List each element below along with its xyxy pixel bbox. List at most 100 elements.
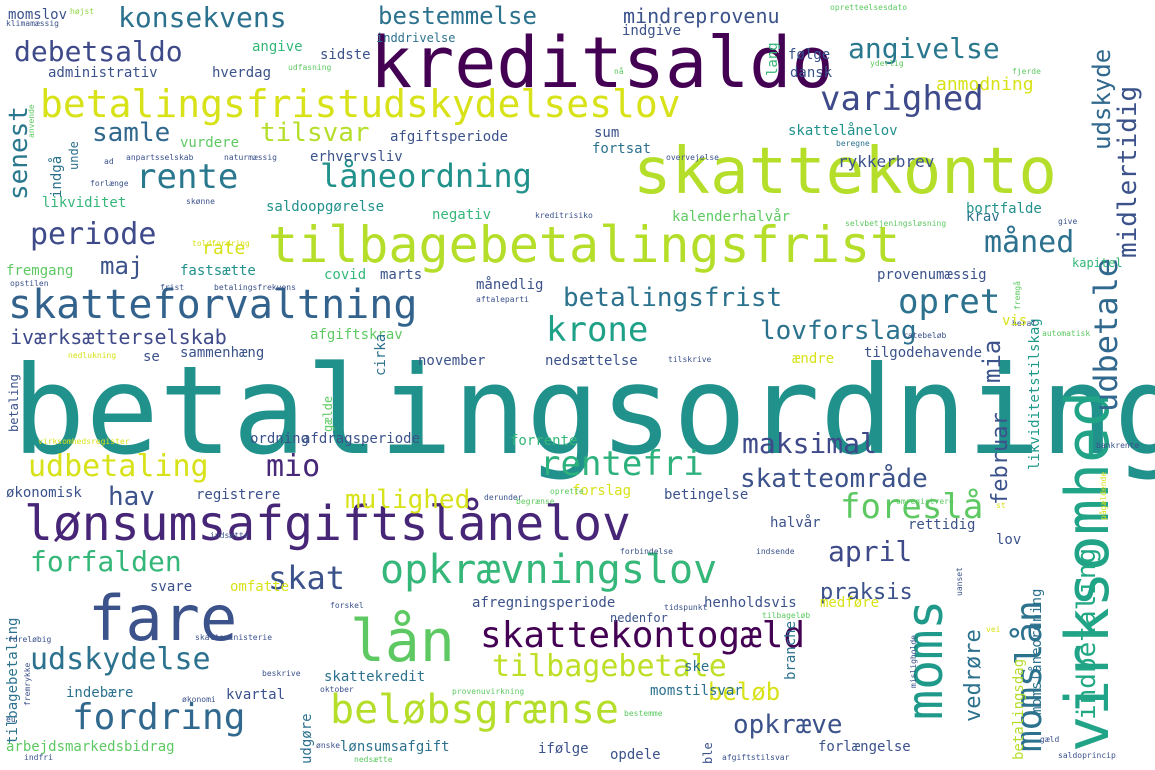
word: forlænge bbox=[90, 179, 129, 188]
word: varighed bbox=[820, 79, 984, 119]
word: erhvervsliv bbox=[310, 149, 403, 165]
word: registrere bbox=[196, 487, 281, 503]
word: marts bbox=[380, 267, 423, 283]
word: gæld bbox=[1040, 735, 1060, 744]
word: skattekredit bbox=[324, 669, 426, 685]
word: opret bbox=[898, 282, 1001, 322]
word: provenumæssig bbox=[877, 267, 987, 283]
word: svare bbox=[150, 579, 193, 595]
word: mulighed bbox=[345, 485, 471, 515]
word: konsekvens bbox=[118, 1, 287, 34]
word: afregningsperiode bbox=[472, 595, 616, 611]
word: udgøre bbox=[299, 713, 315, 764]
word: covid bbox=[324, 267, 367, 283]
word: kapitel bbox=[1072, 256, 1123, 270]
word: indbetaling bbox=[1072, 547, 1102, 720]
word: maj bbox=[100, 252, 144, 280]
word: aftaleparti bbox=[476, 295, 529, 304]
word: anpartsselskab bbox=[126, 153, 194, 162]
word: likviditetstilskag bbox=[1027, 318, 1043, 470]
word: skattelånelov bbox=[788, 123, 898, 139]
word: ændre bbox=[792, 351, 835, 367]
word: kalenderhalvår bbox=[672, 209, 791, 225]
word: automatisk bbox=[1042, 329, 1091, 338]
word: skattekontogæld bbox=[480, 615, 806, 656]
word: praksis bbox=[820, 580, 913, 605]
word: anmodning bbox=[936, 74, 1034, 95]
word: indebære bbox=[66, 685, 134, 701]
word: betalingsfrist bbox=[563, 283, 783, 313]
word: betalingsdag bbox=[1011, 658, 1027, 760]
word: arbejdsmarkedsbidrag bbox=[6, 739, 175, 755]
word: månedlig bbox=[476, 277, 544, 293]
word: låneordning bbox=[320, 157, 532, 195]
word: angivelse bbox=[848, 32, 1000, 65]
word: maksimal bbox=[742, 427, 877, 460]
word: vedrøre bbox=[961, 629, 986, 722]
word: bestemmelse bbox=[378, 2, 537, 30]
word: udbetaling bbox=[28, 449, 209, 484]
word: samle bbox=[92, 118, 171, 148]
word: forskel bbox=[330, 601, 364, 610]
word: opstilen bbox=[10, 279, 49, 288]
word: anvende bbox=[27, 104, 36, 138]
word: forrente bbox=[510, 433, 578, 449]
word: tilbagebetale bbox=[492, 649, 727, 684]
word: cirka bbox=[373, 333, 389, 376]
word: moms bbox=[896, 599, 954, 720]
word: administrativ bbox=[48, 65, 158, 81]
word: medføre bbox=[820, 595, 880, 611]
word: opdele bbox=[610, 747, 661, 763]
word: vurdere bbox=[180, 135, 240, 151]
word: ble bbox=[701, 742, 715, 764]
word: se bbox=[143, 349, 160, 365]
word: ordning bbox=[250, 431, 310, 447]
word: toldfordring bbox=[192, 239, 250, 248]
word: ske bbox=[684, 659, 710, 675]
word: momslåneordning bbox=[1029, 588, 1045, 715]
word: pågældende bbox=[1099, 471, 1108, 520]
word: februar bbox=[988, 412, 1013, 505]
word: iværksætterselskab bbox=[10, 325, 227, 349]
word: likviditet bbox=[42, 195, 127, 211]
word: midlertidig bbox=[1113, 85, 1143, 258]
word: vis bbox=[1002, 313, 1028, 329]
word: skatteforvaltning bbox=[8, 282, 418, 328]
word: saldoopgørelse bbox=[266, 199, 385, 215]
word: følge bbox=[788, 47, 831, 63]
word: rykkerbrev bbox=[838, 152, 935, 171]
word: begrænse bbox=[516, 497, 555, 506]
word: lovforslag bbox=[760, 316, 917, 346]
word: periode bbox=[30, 217, 157, 252]
word: fjerde bbox=[1012, 67, 1041, 76]
word: indgive bbox=[622, 23, 682, 39]
word: negativ bbox=[432, 207, 492, 223]
word: oktober bbox=[320, 685, 354, 694]
word: skattekonto bbox=[633, 135, 1057, 209]
word: afdragsperiode bbox=[302, 431, 421, 447]
word: lønsumsafgift bbox=[340, 739, 450, 755]
word: forfalden bbox=[30, 545, 182, 578]
word: rate bbox=[202, 238, 246, 259]
word: overvejelse bbox=[666, 153, 719, 162]
word: st bbox=[996, 501, 1006, 510]
word: beløb bbox=[708, 678, 781, 706]
word: fare bbox=[88, 582, 238, 655]
word: ad bbox=[104, 157, 114, 166]
word: give bbox=[1058, 217, 1078, 226]
word: indsende bbox=[756, 547, 795, 556]
word: derunder bbox=[484, 493, 523, 502]
word: opretteelsesdato bbox=[830, 3, 908, 12]
word: yderlig bbox=[870, 59, 904, 68]
word: indgå bbox=[49, 155, 65, 198]
word: mindreprovenu bbox=[623, 4, 780, 28]
word: bankrente bbox=[1096, 441, 1140, 450]
word: vei bbox=[986, 625, 1001, 634]
word: forbindelse bbox=[620, 547, 673, 556]
word: tilbagebetalingsfrist bbox=[268, 216, 901, 274]
word: tilbageløb bbox=[762, 611, 811, 620]
word: ønske bbox=[316, 741, 341, 750]
word: foreløbig bbox=[8, 635, 52, 644]
word: fastsætte bbox=[180, 263, 256, 279]
